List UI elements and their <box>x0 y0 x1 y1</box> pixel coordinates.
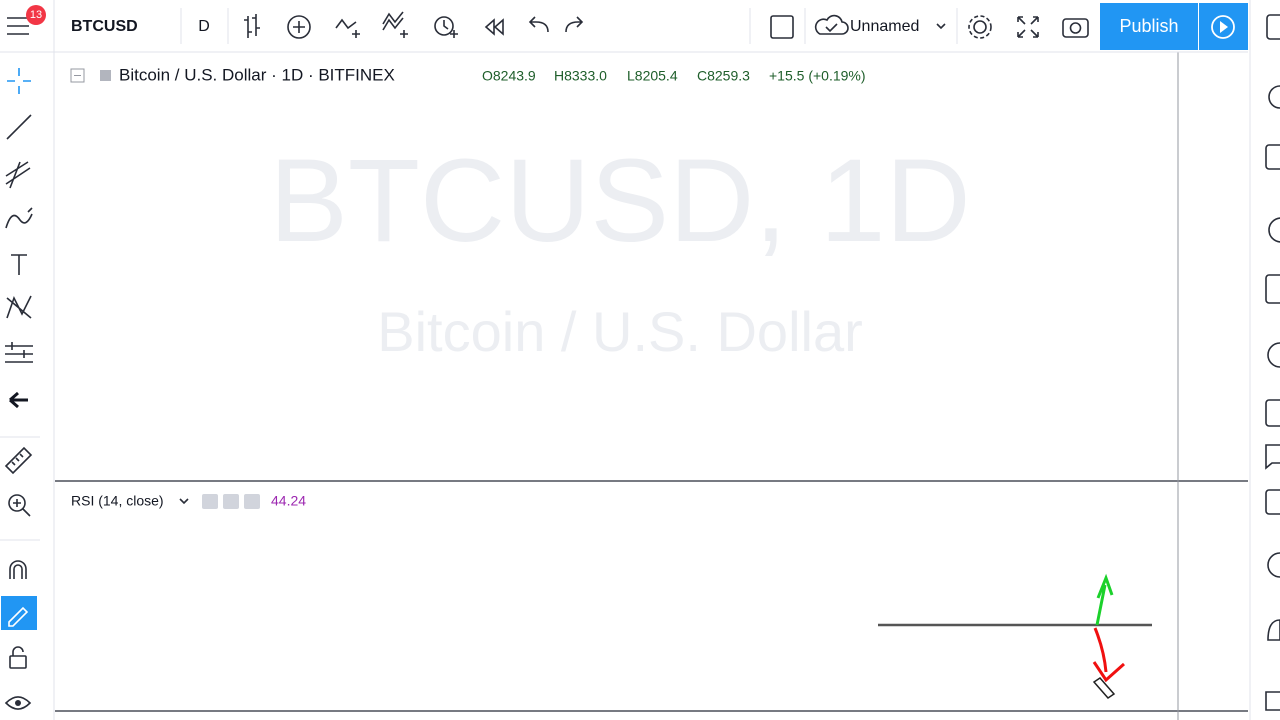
rsi-caret[interactable] <box>179 498 189 505</box>
pencil-cursor <box>1092 677 1116 699</box>
notification-badge <box>26 5 46 25</box>
watermark-name: Bitcoin / U.S. Dollar <box>377 300 863 363</box>
compare-button[interactable] <box>287 15 311 39</box>
hotlist-button[interactable] <box>1268 217 1280 243</box>
stay-drawing-icon <box>8 606 29 627</box>
layout-name[interactable]: Unnamed <box>850 18 919 35</box>
alert-button[interactable] <box>434 16 454 36</box>
watermark-symbol: BTCUSD, 1D <box>269 135 971 267</box>
undo-button[interactable] <box>528 16 549 33</box>
ideas-button[interactable] <box>1267 342 1280 368</box>
legend-change: +15.5 (+0.19%) <box>769 68 866 84</box>
trendline-tool[interactable] <box>6 114 32 140</box>
fib-tool[interactable] <box>5 161 31 189</box>
rsi-visibility[interactable] <box>202 494 218 509</box>
left-toolbar <box>0 52 55 720</box>
redo-button[interactable] <box>565 16 584 33</box>
hide-tool[interactable] <box>4 696 32 710</box>
notification-count: 13 <box>30 9 42 21</box>
toolbar-bg <box>0 0 1280 52</box>
publish-button[interactable] <box>1100 3 1198 50</box>
templates-button[interactable] <box>382 11 408 38</box>
chart-style-button[interactable] <box>244 14 260 38</box>
order-panel-button[interactable] <box>1267 552 1280 578</box>
replay-button[interactable] <box>484 18 504 36</box>
icon-tool[interactable] <box>9 391 28 409</box>
layout-caret[interactable] <box>936 23 946 30</box>
fullscreen-button[interactable] <box>1017 16 1039 38</box>
right-sidebar <box>1249 0 1280 720</box>
stream-play <box>1220 21 1228 33</box>
legend-close: C8259.3 <box>697 68 750 84</box>
main-legend: Bitcoin / U.S. Dollar · 1D · BITFINEX O8… <box>70 65 866 84</box>
legend-high: H8333.0 <box>554 68 607 84</box>
streams-button[interactable] <box>1265 399 1280 427</box>
pattern-tool[interactable] <box>6 295 32 319</box>
magnet-tool[interactable] <box>9 560 27 579</box>
symbol-logo <box>100 70 111 81</box>
symbol-search[interactable]: BTCUSD <box>71 18 138 35</box>
settings-gear <box>968 15 992 39</box>
chats-button[interactable] <box>1265 444 1280 470</box>
red-arrow-drawing[interactable] <box>1092 627 1125 683</box>
snapshot-lens <box>1069 22 1082 34</box>
help-button[interactable] <box>1265 691 1280 711</box>
alert-icon <box>443 20 458 38</box>
legend-low: L8205.4 <box>627 68 678 84</box>
rsi-remove[interactable] <box>244 494 260 509</box>
snapshot-button[interactable] <box>1062 18 1089 38</box>
compare-plus <box>293 21 305 33</box>
data-window-button[interactable] <box>1265 144 1280 170</box>
rsi-legend-value: 44.24 <box>271 493 306 509</box>
publish-label[interactable]: Publish <box>1119 16 1178 36</box>
crosshair-tool[interactable] <box>7 68 31 94</box>
cloud-check <box>825 23 838 33</box>
alerts-button[interactable] <box>1268 85 1280 109</box>
watermark: BTCUSD, 1D Bitcoin / U.S. Dollar <box>269 135 971 363</box>
settings-button[interactable] <box>973 20 987 34</box>
watchlist-button[interactable] <box>1266 14 1280 40</box>
notes-button[interactable] <box>1265 489 1280 515</box>
zoom-tool[interactable] <box>8 494 26 512</box>
legend-open: O8243.9 <box>482 68 536 84</box>
brush-tool[interactable] <box>5 207 33 229</box>
hide-icon <box>15 700 21 706</box>
lock-tool[interactable] <box>9 655 27 669</box>
legend-title[interactable]: Bitcoin / U.S. Dollar · 1D · BITFINEX <box>119 65 395 84</box>
calendar-button[interactable] <box>1265 274 1280 304</box>
measure-tool[interactable] <box>4 446 33 475</box>
notifications-button[interactable] <box>1267 619 1280 641</box>
indicators-button[interactable] <box>335 18 360 38</box>
text-tool[interactable] <box>11 254 27 275</box>
green-arrow-drawing[interactable] <box>1095 573 1114 626</box>
cloud-icon <box>814 14 849 35</box>
top-toolbar: 13 BTCUSD D Unnamed Publish <box>0 0 1280 53</box>
layout-button[interactable] <box>770 15 794 39</box>
rsi-legend: RSI (14, close) 44.24 <box>71 493 306 509</box>
lock-shackle <box>12 646 24 656</box>
rsi-settings[interactable] <box>223 494 239 509</box>
right-sidebar-bg <box>1250 0 1280 720</box>
menu-button[interactable] <box>7 17 29 35</box>
zoom-icon <box>13 499 31 517</box>
rsi-title[interactable]: RSI (14, close) <box>71 493 164 509</box>
prediction-tool[interactable] <box>5 342 33 363</box>
interval-button[interactable]: D <box>198 18 210 35</box>
stream-circle <box>1211 15 1235 39</box>
collapse-button[interactable] <box>70 68 85 83</box>
